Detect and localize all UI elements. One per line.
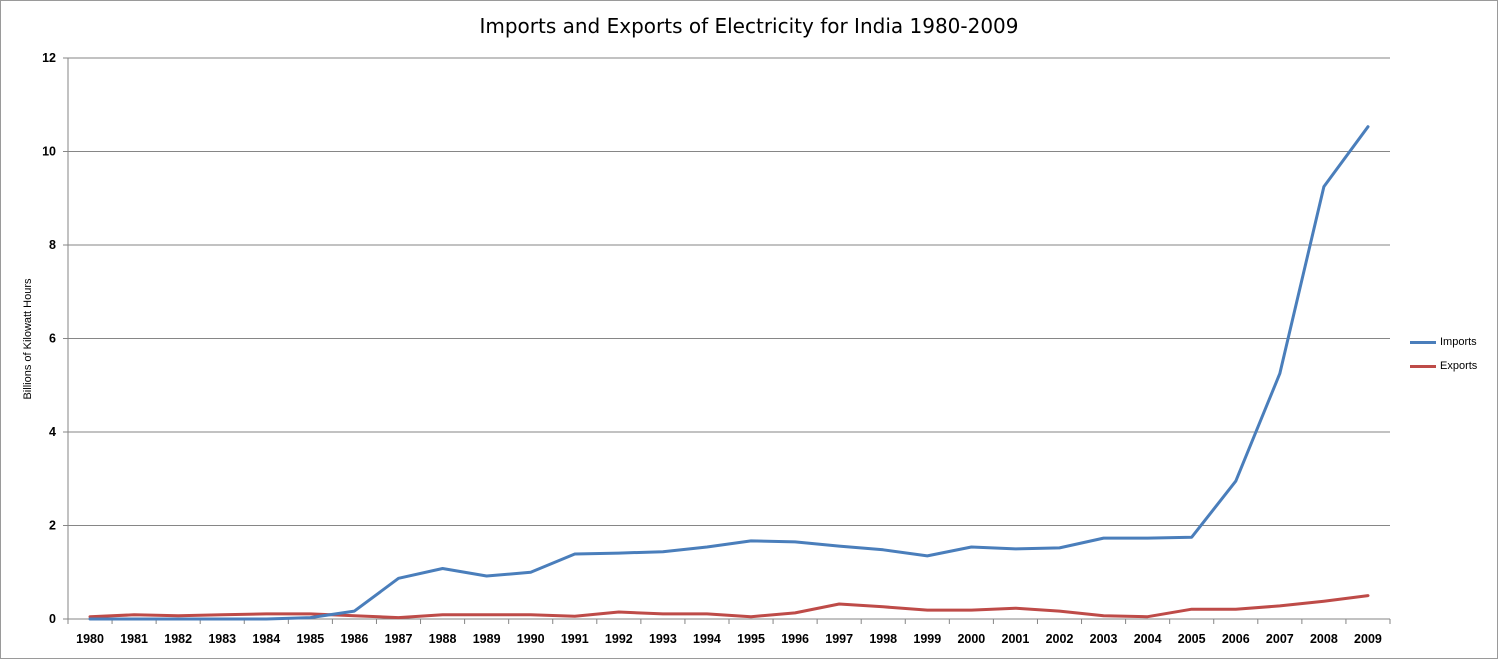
series-line-exports: [88, 594, 1370, 620]
x-tick-label: 1995: [737, 632, 765, 646]
x-tick-label: 1983: [208, 632, 236, 646]
x-tick-label: 1992: [605, 632, 633, 646]
x-tick-label: 1980: [76, 632, 104, 646]
y-tick-label: 4: [49, 425, 56, 439]
y-tick-label: 12: [42, 51, 56, 65]
legend-label-imports: Imports: [1440, 336, 1477, 348]
legend-item-exports: Exports: [1410, 354, 1477, 378]
x-tick-label: 1996: [781, 632, 809, 646]
y-tick-label: 2: [49, 519, 56, 533]
y-tick-labels: 0 2 4 6 8 10 12: [42, 51, 56, 626]
x-tick-labels: 1980 1981 1982 1983 1984 1985 1986 1987 1988 1989…: [76, 632, 1382, 646]
x-tick-label: 1998: [869, 632, 897, 646]
series-lines: [88, 125, 1370, 621]
x-tick-label: 1985: [296, 632, 324, 646]
x-tick-label: 2001: [1002, 632, 1030, 646]
gridlines: [68, 57, 1390, 526]
y-tick-label: 6: [49, 332, 56, 346]
x-tick-label: 2003: [1090, 632, 1118, 646]
x-tick-label: 1984: [252, 632, 280, 646]
x-tick-label: 2004: [1134, 632, 1162, 646]
x-tick-label: 2008: [1310, 632, 1338, 646]
y-tick-label: 0: [49, 612, 56, 626]
x-tick-label: 1997: [825, 632, 853, 646]
axes: [63, 57, 1391, 624]
y-tick-label: 8: [49, 238, 56, 252]
x-tick-label: 2005: [1178, 632, 1206, 646]
x-tick-label: 1981: [120, 632, 148, 646]
legend-item-imports: Imports: [1410, 330, 1477, 354]
x-tick-label: 1999: [913, 632, 941, 646]
x-tick-label: 2000: [957, 632, 985, 646]
legend-label-exports: Exports: [1440, 360, 1478, 372]
legend-swatch-imports: [1410, 340, 1436, 344]
x-tick-label: 1989: [473, 632, 501, 646]
chart-title: Imports and Exports of Electricity for I…: [479, 14, 1019, 38]
legend-swatch-exports: [1410, 364, 1436, 368]
x-tick-label: 1988: [429, 632, 457, 646]
x-tick-label: 1991: [561, 632, 589, 646]
x-tick-label: 2007: [1266, 632, 1294, 646]
x-tick-label: 2002: [1046, 632, 1074, 646]
x-tick-label: 2006: [1222, 632, 1250, 646]
x-tick-label: 1993: [649, 632, 677, 646]
legend: Imports Exports: [1410, 330, 1477, 378]
x-tick-label: 1986: [341, 632, 369, 646]
x-tick-label: 1987: [385, 632, 413, 646]
x-tick-label: 1994: [693, 632, 721, 646]
x-tick-label: 2009: [1354, 632, 1382, 646]
series-line-imports: [88, 125, 1370, 621]
y-tick-label: 10: [42, 145, 56, 159]
x-tick-label: 1990: [517, 632, 545, 646]
x-tick-label: 1982: [164, 632, 192, 646]
